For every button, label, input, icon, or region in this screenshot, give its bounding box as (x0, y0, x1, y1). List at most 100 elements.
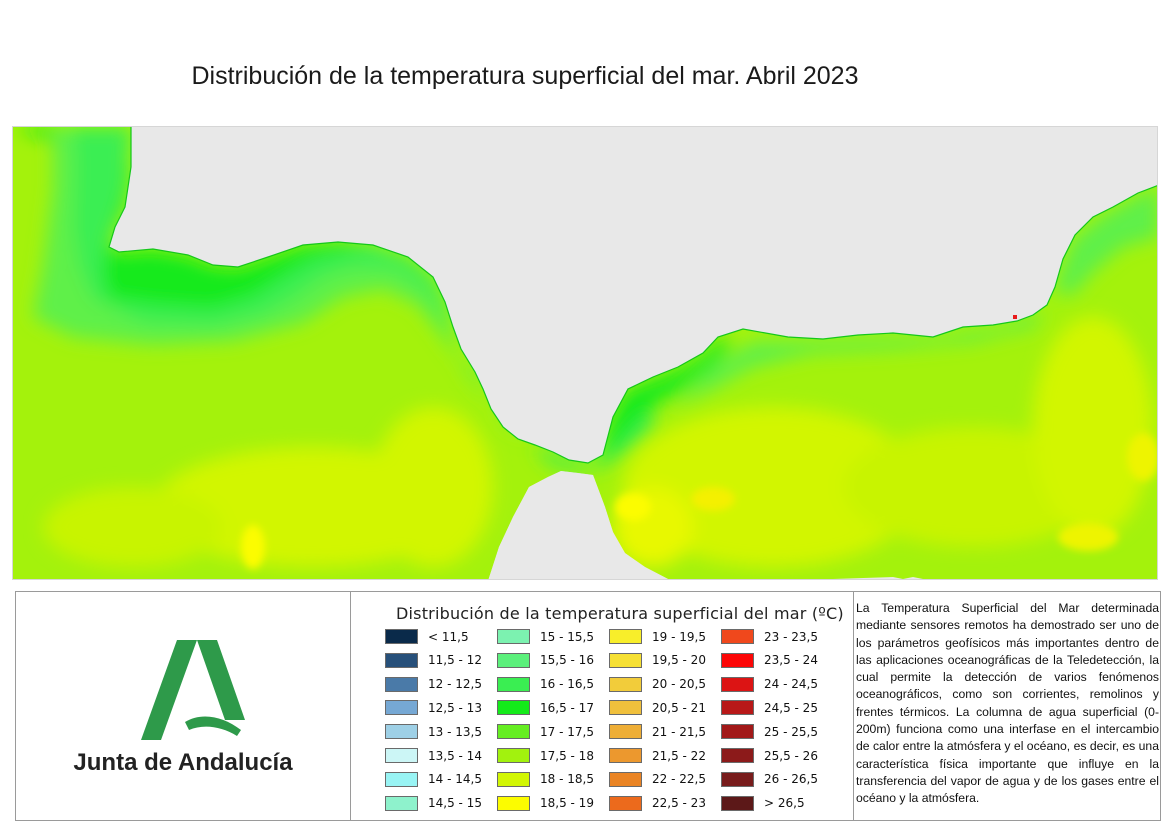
legend-label: 15 - 15,5 (540, 629, 594, 644)
info-panel: Junta de Andalucía Distribución de la te… (15, 591, 1161, 821)
legend-label: 24,5 - 25 (764, 700, 818, 715)
legend-item: < 11,5 (385, 628, 469, 645)
legend-item: 20 - 20,5 (609, 676, 706, 693)
legend-swatch (721, 771, 754, 787)
legend-item: 18,5 - 19 (497, 795, 594, 812)
legend-item: 22,5 - 23 (609, 795, 706, 812)
legend-swatch (497, 676, 530, 692)
legend-label: 25 - 25,5 (764, 724, 818, 739)
legend-item: 22 - 22,5 (609, 771, 706, 788)
legend-label: 21 - 21,5 (652, 724, 706, 739)
legend-swatch (385, 771, 418, 787)
legend-label: 24 - 24,5 (764, 677, 818, 692)
legend-label: 25,5 - 26 (764, 748, 818, 763)
legend-item: 11,5 - 12 (385, 652, 482, 669)
legend-item: 21 - 21,5 (609, 723, 706, 740)
legend-swatch (385, 795, 418, 811)
legend-label: 20,5 - 21 (652, 700, 706, 715)
legend-swatch (609, 724, 642, 740)
legend-label: 13,5 - 14 (428, 748, 482, 763)
legend-swatch (609, 748, 642, 763)
coastline (108, 127, 1157, 464)
legend-swatch (609, 652, 642, 668)
warm-patches (43, 317, 1153, 567)
legend-label: 16,5 - 17 (540, 700, 594, 715)
legend-label: 22,5 - 23 (652, 796, 706, 811)
legend-swatch (721, 795, 754, 811)
legend-label: 17,5 - 18 (540, 748, 594, 763)
map-title: Distribución de la temperatura superfici… (191, 62, 859, 90)
iberian-land (109, 127, 1157, 463)
legend-label: 23 - 23,5 (764, 629, 818, 644)
legend-label: 20 - 20,5 (652, 677, 706, 692)
legend-swatch (609, 700, 642, 716)
legend-label: 26 - 26,5 (764, 772, 818, 787)
legend-item: 13 - 13,5 (385, 723, 482, 740)
legend-swatch (385, 724, 418, 740)
african-land (488, 471, 668, 579)
hot-spots (241, 433, 1157, 569)
legend-item: 19 - 19,5 (609, 628, 706, 645)
legend-swatch (385, 629, 418, 644)
legend-swatch (497, 748, 530, 763)
legend-item: 24 - 24,5 (721, 676, 818, 693)
legend-item: 17 - 17,5 (497, 723, 594, 740)
legend-label: 18,5 - 19 (540, 796, 594, 811)
legend-label: 18 - 18,5 (540, 772, 594, 787)
description-text: La Temperatura Superficial del Mar deter… (856, 601, 1159, 806)
legend-swatch (721, 629, 754, 644)
legend-item: 17,5 - 18 (497, 747, 594, 764)
legend-item: 13,5 - 14 (385, 747, 482, 764)
legend-swatch (497, 771, 530, 787)
legend-label: 17 - 17,5 (540, 724, 594, 739)
legend-swatch (721, 724, 754, 740)
legend-item: 25,5 - 26 (721, 747, 818, 764)
legend-label: 14 - 14,5 (428, 772, 482, 787)
legend-item: 16 - 16,5 (497, 676, 594, 693)
legend-item: 16,5 - 17 (497, 699, 594, 716)
legend-swatch (721, 676, 754, 692)
legend-label: > 26,5 (764, 796, 805, 811)
legend-item: > 26,5 (721, 795, 805, 812)
legend-item: 23 - 23,5 (721, 628, 818, 645)
map-svg (13, 127, 1157, 579)
legend-swatch (497, 795, 530, 811)
legend-label: 19 - 19,5 (652, 629, 706, 644)
legend-swatch (721, 700, 754, 716)
legend-item: 21,5 - 22 (609, 747, 706, 764)
description-box: La Temperatura Superficial del Mar deter… (854, 592, 1160, 820)
legend-item: 12 - 12,5 (385, 676, 482, 693)
logo-box: Junta de Andalucía (16, 592, 351, 820)
legend-swatch (385, 676, 418, 692)
legend-label: 21,5 - 22 (652, 748, 706, 763)
legend-label: 19,5 - 20 (652, 653, 706, 668)
mediterranean-cool-areas (533, 187, 1157, 471)
legend: Distribución de la temperatura superfici… (351, 592, 854, 820)
legend-item: 15 - 15,5 (497, 628, 594, 645)
legend-item: 26 - 26,5 (721, 771, 818, 788)
legend-swatch (609, 771, 642, 787)
legend-swatch (497, 629, 530, 644)
legend-item: 14,5 - 15 (385, 795, 482, 812)
legend-swatch (497, 652, 530, 668)
legend-swatch (497, 724, 530, 740)
legend-item: 23,5 - 24 (721, 652, 818, 669)
legend-item: 20,5 - 21 (609, 699, 706, 716)
legend-swatch (385, 748, 418, 763)
legend-label: 11,5 - 12 (428, 653, 482, 668)
legend-swatch (609, 795, 642, 811)
legend-label: 15,5 - 16 (540, 653, 594, 668)
legend-label: < 11,5 (428, 629, 469, 644)
logo-text: Junta de Andalucía (73, 749, 293, 776)
legend-item: 18 - 18,5 (497, 771, 594, 788)
legend-swatch (497, 700, 530, 716)
legend-swatch (721, 748, 754, 763)
legend-item: 12,5 - 13 (385, 699, 482, 716)
legend-item: 14 - 14,5 (385, 771, 482, 788)
legend-swatch (609, 676, 642, 692)
legend-label: 22 - 22,5 (652, 772, 706, 787)
legend-swatch (609, 629, 642, 644)
legend-item: 19,5 - 20 (609, 652, 706, 669)
legend-swatch (721, 652, 754, 668)
cold-coastal-band (13, 127, 533, 445)
